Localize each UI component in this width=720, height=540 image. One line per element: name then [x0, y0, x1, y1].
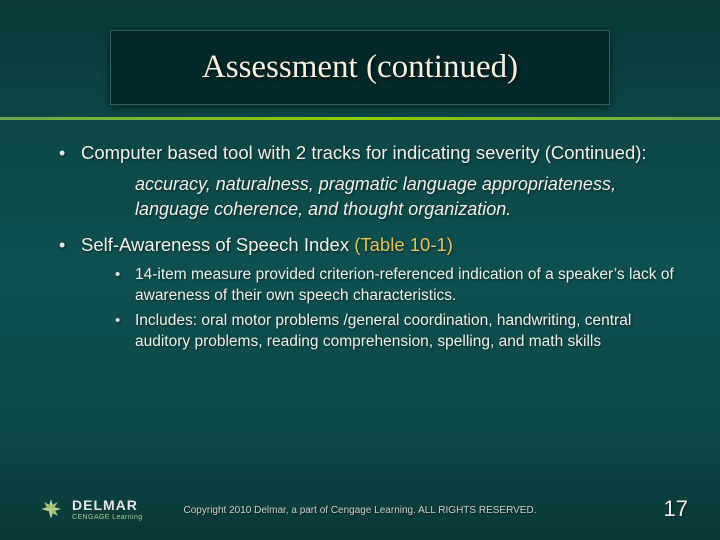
sub-bullet-1: • 14-item measure provided criterion-ref… [115, 264, 680, 306]
bullet-1: • Computer based tool with 2 tracks for … [55, 140, 680, 166]
accent-line [0, 117, 720, 120]
title-box: Assessment (continued) [110, 30, 610, 105]
bullet-1-sub-italic: accuracy, naturalness, pragmatic languag… [135, 172, 640, 222]
sub-bullet-1-text: 14-item measure provided criterion-refer… [135, 264, 680, 306]
bullet-2-text-pre: Self-Awareness of Speech Index [81, 234, 354, 255]
bullet-dot-icon: • [115, 310, 135, 352]
bullet-2-subs: • 14-item measure provided criterion-ref… [115, 264, 680, 352]
sub-bullet-2: • Includes: oral motor problems /general… [115, 310, 680, 352]
bullet-1-text: Computer based tool with 2 tracks for in… [81, 140, 647, 166]
bullet-dot-icon: • [115, 264, 135, 306]
content-area: • Computer based tool with 2 tracks for … [55, 140, 680, 356]
table-reference: (Table 10-1) [354, 234, 453, 255]
copyright-text: Copyright 2010 Delmar, a part of Cengage… [0, 505, 720, 516]
page-number: 17 [664, 496, 688, 522]
slide-title: Assessment (continued) [202, 49, 518, 86]
sub-bullet-2-text: Includes: oral motor problems /general c… [135, 310, 680, 352]
bullet-dot-icon: • [55, 140, 81, 166]
footer: DELMAR CENGAGE Learning Copyright 2010 D… [0, 486, 720, 526]
bullet-2: • Self-Awareness of Speech Index (Table … [55, 232, 680, 258]
slide: Assessment (continued) • Computer based … [0, 0, 720, 540]
bullet-dot-icon: • [55, 232, 81, 258]
bullet-2-text: Self-Awareness of Speech Index (Table 10… [81, 232, 453, 258]
